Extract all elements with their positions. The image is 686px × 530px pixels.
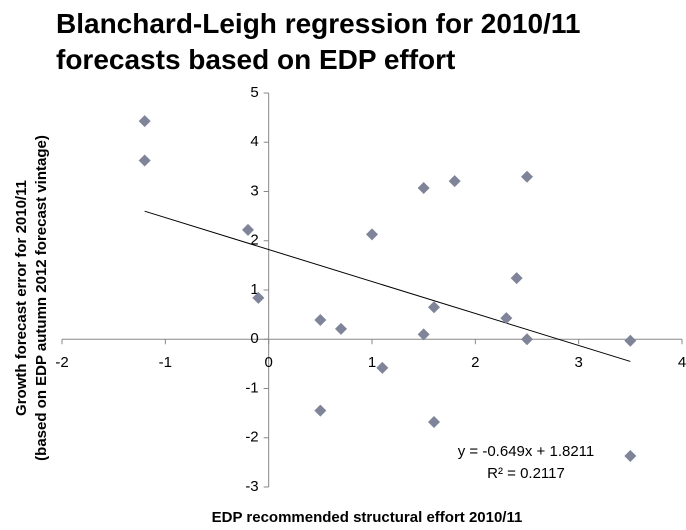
point <box>314 404 327 417</box>
y-tick-label: 0 <box>250 330 258 347</box>
y-tick-label: -1 <box>245 379 258 396</box>
x-tick-label: 3 <box>574 354 582 371</box>
point <box>417 182 430 195</box>
x-tick-label: 1 <box>368 354 376 371</box>
point <box>335 322 347 335</box>
point <box>138 115 151 128</box>
point <box>448 175 461 188</box>
point <box>376 361 389 374</box>
x-tick-label: 2 <box>471 354 479 371</box>
y-tick-label: -3 <box>245 478 258 495</box>
point <box>428 301 440 314</box>
equation: y = -0.649x + 1.8211 <box>458 443 595 460</box>
point <box>521 170 533 183</box>
y-tick-label: -2 <box>245 429 258 446</box>
trendline <box>144 210 631 362</box>
point <box>252 291 265 304</box>
x-tick-label: 0 <box>264 354 272 371</box>
r-squared: R² = 0.2117 <box>487 465 565 482</box>
point <box>314 314 327 327</box>
point <box>510 272 523 285</box>
point <box>624 334 637 347</box>
x-tick-label: -2 <box>55 354 68 371</box>
y-tick-label: 5 <box>250 84 258 101</box>
point <box>624 449 637 462</box>
y-tick-label: 4 <box>250 133 258 150</box>
y-axis-label-sub: (based on EDP autumn 2012 forecast vinta… <box>33 135 50 461</box>
x-axis-label: EDP recommended structural effort 2010/1… <box>212 509 523 526</box>
y-axis-label: Growth forecast error for 2010/11 <box>13 180 30 416</box>
point <box>500 312 513 325</box>
point <box>138 154 151 167</box>
point <box>428 415 440 428</box>
chart-title: Blanchard-Leigh regression for 2010/11 f… <box>56 8 581 75</box>
y-tick-label: 1 <box>250 281 258 298</box>
point <box>366 228 378 241</box>
y-tick-label: 3 <box>250 182 258 199</box>
point <box>417 328 430 341</box>
x-tick-label: -1 <box>159 354 172 371</box>
y-tick-label: 2 <box>250 232 258 249</box>
point <box>242 223 254 236</box>
x-tick-label: 4 <box>678 354 686 371</box>
point <box>521 333 533 346</box>
